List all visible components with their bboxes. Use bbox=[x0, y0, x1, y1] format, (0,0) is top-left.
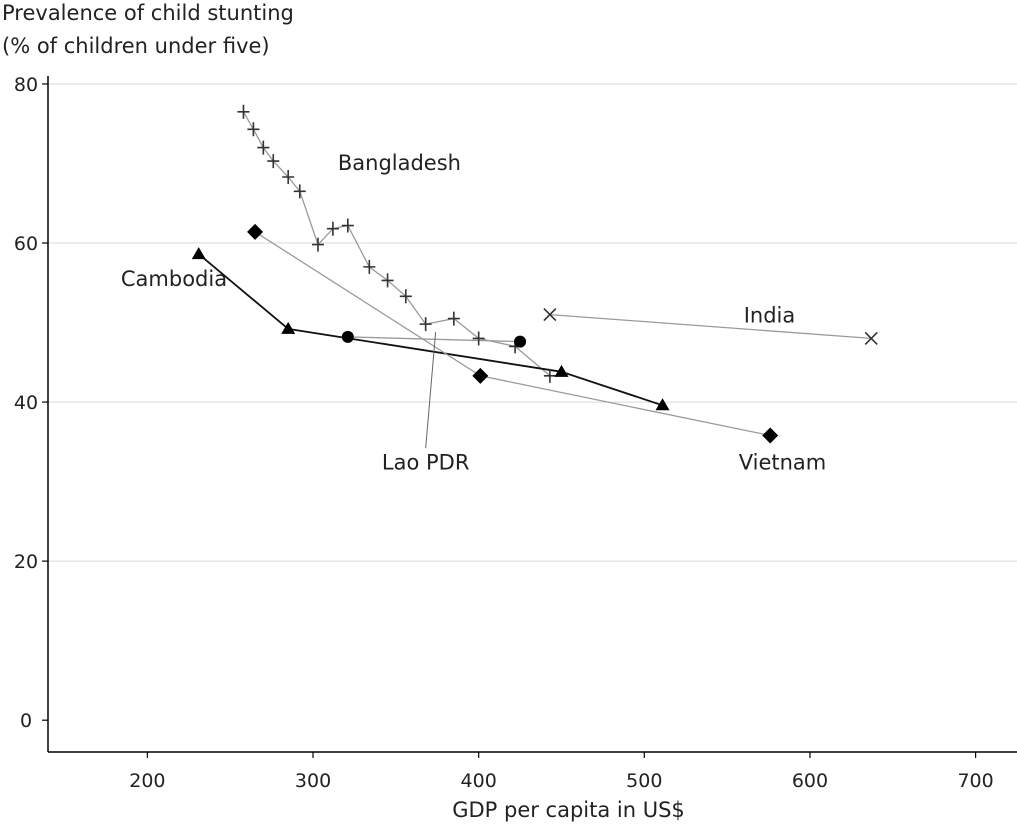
data-point-cambodia bbox=[554, 364, 569, 377]
series-line-india bbox=[549, 313, 872, 340]
data-point-bangladesh bbox=[293, 184, 306, 199]
y-tick-label: 0 bbox=[20, 710, 32, 732]
data-point-bangladesh bbox=[326, 221, 339, 236]
label-lao-pdr: Lao PDR bbox=[382, 451, 470, 475]
y-tick-label: 80 bbox=[14, 74, 38, 96]
data-point-cambodia bbox=[191, 247, 206, 260]
series-line-vietnam bbox=[254, 231, 771, 437]
label-bangladesh: Bangladesh bbox=[338, 151, 461, 175]
data-point-bangladesh bbox=[399, 289, 412, 304]
data-point-vietnam bbox=[247, 223, 264, 240]
data-point-bangladesh bbox=[282, 170, 295, 185]
data-point-bangladesh bbox=[341, 218, 354, 233]
data-point-bangladesh bbox=[267, 154, 280, 169]
label-cambodia: Cambodia bbox=[121, 267, 227, 291]
data-point-india bbox=[543, 308, 557, 322]
x-tick-label: 300 bbox=[295, 770, 331, 792]
data-point-bangladesh bbox=[257, 140, 270, 155]
data-point-bangladesh bbox=[237, 104, 250, 119]
x-axis-title: GDP per capita in US$ bbox=[452, 798, 685, 822]
x-tick-label: 700 bbox=[957, 770, 993, 792]
lao-pdr-leader-line bbox=[425, 332, 437, 449]
data-point-lao-pdr bbox=[514, 335, 527, 348]
y-tick-label: 60 bbox=[14, 233, 38, 255]
data-point-bangladesh bbox=[419, 317, 432, 332]
data-point-bangladesh bbox=[311, 237, 324, 252]
data-point-cambodia bbox=[655, 398, 670, 411]
data-point-bangladesh bbox=[247, 122, 260, 137]
y-axis-title-line-2: (% of children under five) bbox=[2, 34, 270, 58]
data-point-vietnam bbox=[472, 367, 489, 384]
y-tick-label: 20 bbox=[14, 551, 38, 573]
data-point-vietnam bbox=[762, 427, 779, 444]
data-point-bangladesh bbox=[543, 368, 556, 383]
series-line-lao-pdr bbox=[347, 336, 521, 343]
data-point-bangladesh bbox=[447, 311, 460, 326]
x-tick-label: 600 bbox=[792, 770, 828, 792]
x-tick-label: 500 bbox=[626, 770, 662, 792]
data-point-lao-pdr bbox=[341, 330, 354, 343]
label-vietnam: Vietnam bbox=[739, 451, 827, 475]
label-india: India bbox=[744, 304, 796, 328]
data-point-bangladesh bbox=[472, 331, 485, 346]
x-tick-label: 400 bbox=[461, 770, 497, 792]
series-line-cambodia bbox=[198, 253, 663, 407]
data-point-cambodia bbox=[281, 321, 296, 334]
data-point-india bbox=[864, 331, 878, 346]
data-point-bangladesh bbox=[381, 273, 394, 288]
y-tick-label: 40 bbox=[14, 392, 38, 414]
data-point-bangladesh bbox=[363, 259, 376, 274]
x-tick-label: 200 bbox=[129, 770, 165, 792]
y-axis-title-line-1: Prevalence of child stunting bbox=[2, 1, 294, 25]
